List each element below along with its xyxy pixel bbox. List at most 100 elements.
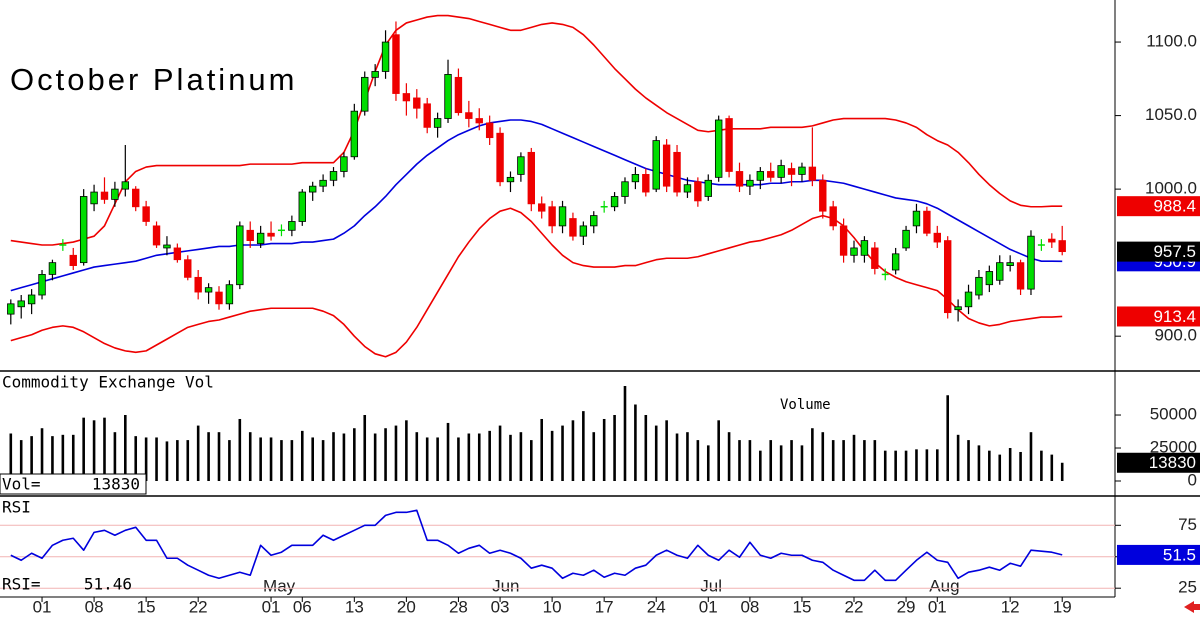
- candle-body: [517, 156, 525, 175]
- last-rsi-label: 51.5: [1163, 545, 1196, 564]
- candle-body: [267, 232, 275, 237]
- x-tick-label: 01: [33, 597, 52, 616]
- candle-body: [954, 306, 962, 311]
- panel-title: Commodity Exchange Vol: [2, 373, 214, 392]
- candle-body: [756, 171, 765, 181]
- candle-body: [329, 171, 338, 181]
- candle-body: [152, 225, 161, 246]
- candle-body: [735, 171, 744, 187]
- candle-body: [319, 179, 327, 187]
- candle-body: [944, 240, 952, 314]
- y-tick-label: 25000: [1150, 438, 1197, 457]
- x-tick-label: 17: [595, 597, 614, 616]
- candle-body: [767, 171, 775, 178]
- candle-body: [912, 210, 921, 227]
- candle-body: [340, 156, 348, 172]
- candle-body: [69, 254, 77, 266]
- x-tick-label: 28: [449, 597, 468, 616]
- candle-body: [558, 206, 567, 227]
- last-volume-box: [1117, 452, 1200, 473]
- month-label: Aug: [929, 576, 959, 595]
- month-label: Jun: [492, 576, 519, 595]
- candle-body: [100, 191, 109, 200]
- candle-body: [548, 206, 556, 227]
- candle-body: [381, 41, 390, 72]
- x-tick-label: 19: [1053, 597, 1072, 616]
- candle-body: [964, 291, 973, 308]
- candle-body: [163, 244, 171, 249]
- candle-body: [673, 151, 681, 193]
- candle-body: [923, 210, 931, 234]
- upper-band-box: [1117, 196, 1200, 217]
- readout-label: Vol=: [2, 475, 41, 494]
- candle-body: [777, 165, 785, 178]
- candle-body: [475, 118, 483, 124]
- candle-body: [1058, 240, 1066, 253]
- x-tick-label: 01: [262, 597, 281, 616]
- candle-body: [496, 132, 504, 183]
- candle-body: [204, 287, 213, 293]
- y-tick-label: 900.0: [1154, 326, 1197, 345]
- candle-body: [402, 93, 411, 102]
- readout-value: 13830: [92, 475, 140, 494]
- y-tick-label: 75: [1178, 515, 1197, 534]
- x-tick-label: 01: [699, 597, 718, 616]
- candle-body: [746, 179, 754, 187]
- candle-body: [787, 168, 796, 175]
- candle-body: [652, 140, 660, 190]
- candle-body: [17, 300, 25, 308]
- candle-body: [350, 110, 359, 158]
- candle-body: [871, 247, 879, 269]
- annotation: Volume: [780, 397, 831, 413]
- candle-body: [683, 184, 692, 193]
- candle-body: [246, 229, 254, 241]
- x-tick-label: 22: [845, 597, 864, 616]
- candle-body: [48, 262, 57, 275]
- y-tick-label: 50000: [1150, 405, 1197, 424]
- candle-body: [485, 122, 494, 139]
- candle-body: [579, 225, 588, 237]
- x-tick-label: 20: [397, 597, 416, 616]
- candle-body: [173, 247, 182, 261]
- candle-body: [933, 232, 941, 243]
- candle-body: [184, 259, 192, 278]
- candle-body: [1048, 238, 1056, 243]
- candle-body: [975, 276, 983, 296]
- x-tick-label: 13: [345, 597, 364, 616]
- candle-body: [392, 34, 400, 94]
- candle-body: [860, 240, 869, 256]
- x-tick-label: 06: [293, 597, 312, 616]
- bollinger-lower: [10, 207, 1063, 358]
- x-tick-label: 08: [85, 597, 104, 616]
- candle-body: [642, 174, 650, 193]
- candle-body: [850, 247, 858, 256]
- candle-body: [236, 225, 244, 286]
- candle-body: [27, 294, 36, 305]
- candle-body: [569, 218, 577, 237]
- readout-box: [0, 473, 147, 495]
- candle-body: [371, 71, 379, 78]
- candle-body: [506, 176, 515, 183]
- candle-body: [725, 118, 733, 172]
- chart-title: October Platinum: [10, 62, 298, 97]
- candle-body: [808, 166, 817, 181]
- candle-body: [1016, 262, 1025, 290]
- candle-body: [288, 221, 296, 231]
- candle-body: [7, 303, 15, 315]
- lower-band-box: [1117, 306, 1200, 327]
- candle-body: [1006, 262, 1014, 266]
- x-tick-label: 15: [792, 597, 811, 616]
- candle-body: [590, 215, 598, 227]
- panel-title: RSI: [2, 498, 31, 517]
- candle-body: [308, 185, 317, 193]
- candle-body: [996, 262, 1004, 281]
- candle-body: [142, 206, 150, 222]
- candle-body: [90, 191, 98, 205]
- candle-body: [714, 119, 723, 178]
- candle-body: [902, 229, 910, 249]
- candle-body: [819, 179, 827, 212]
- x-tick-label: 15: [137, 597, 156, 616]
- candle-body: [891, 253, 900, 271]
